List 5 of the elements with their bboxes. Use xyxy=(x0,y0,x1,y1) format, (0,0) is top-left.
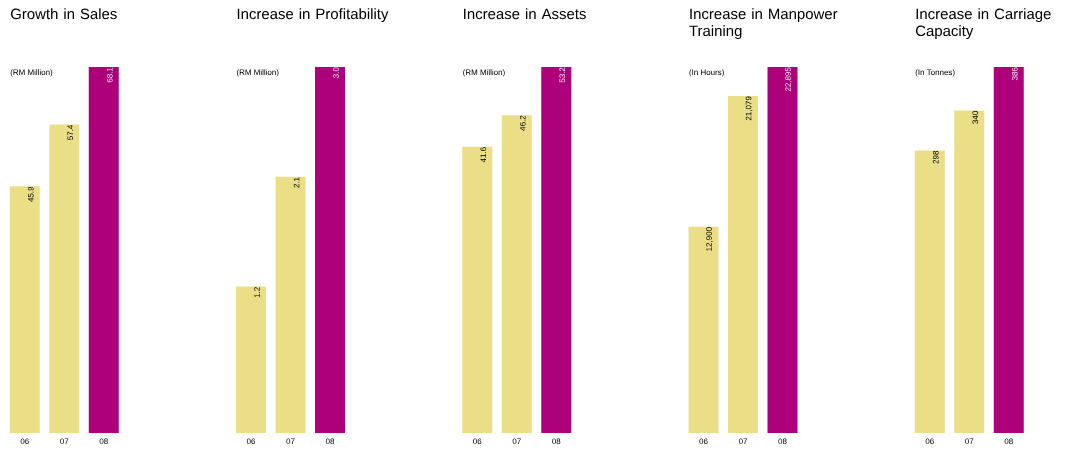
chart-title: Growth in Sales xyxy=(10,8,117,20)
chart-title: Increase in Profitability xyxy=(237,8,389,23)
chart-title: Increase in Assets xyxy=(464,8,586,20)
chart-title: Increase in Carriage Capacity xyxy=(915,8,1051,40)
chart-title: Increase in Manpower Training xyxy=(689,8,838,40)
